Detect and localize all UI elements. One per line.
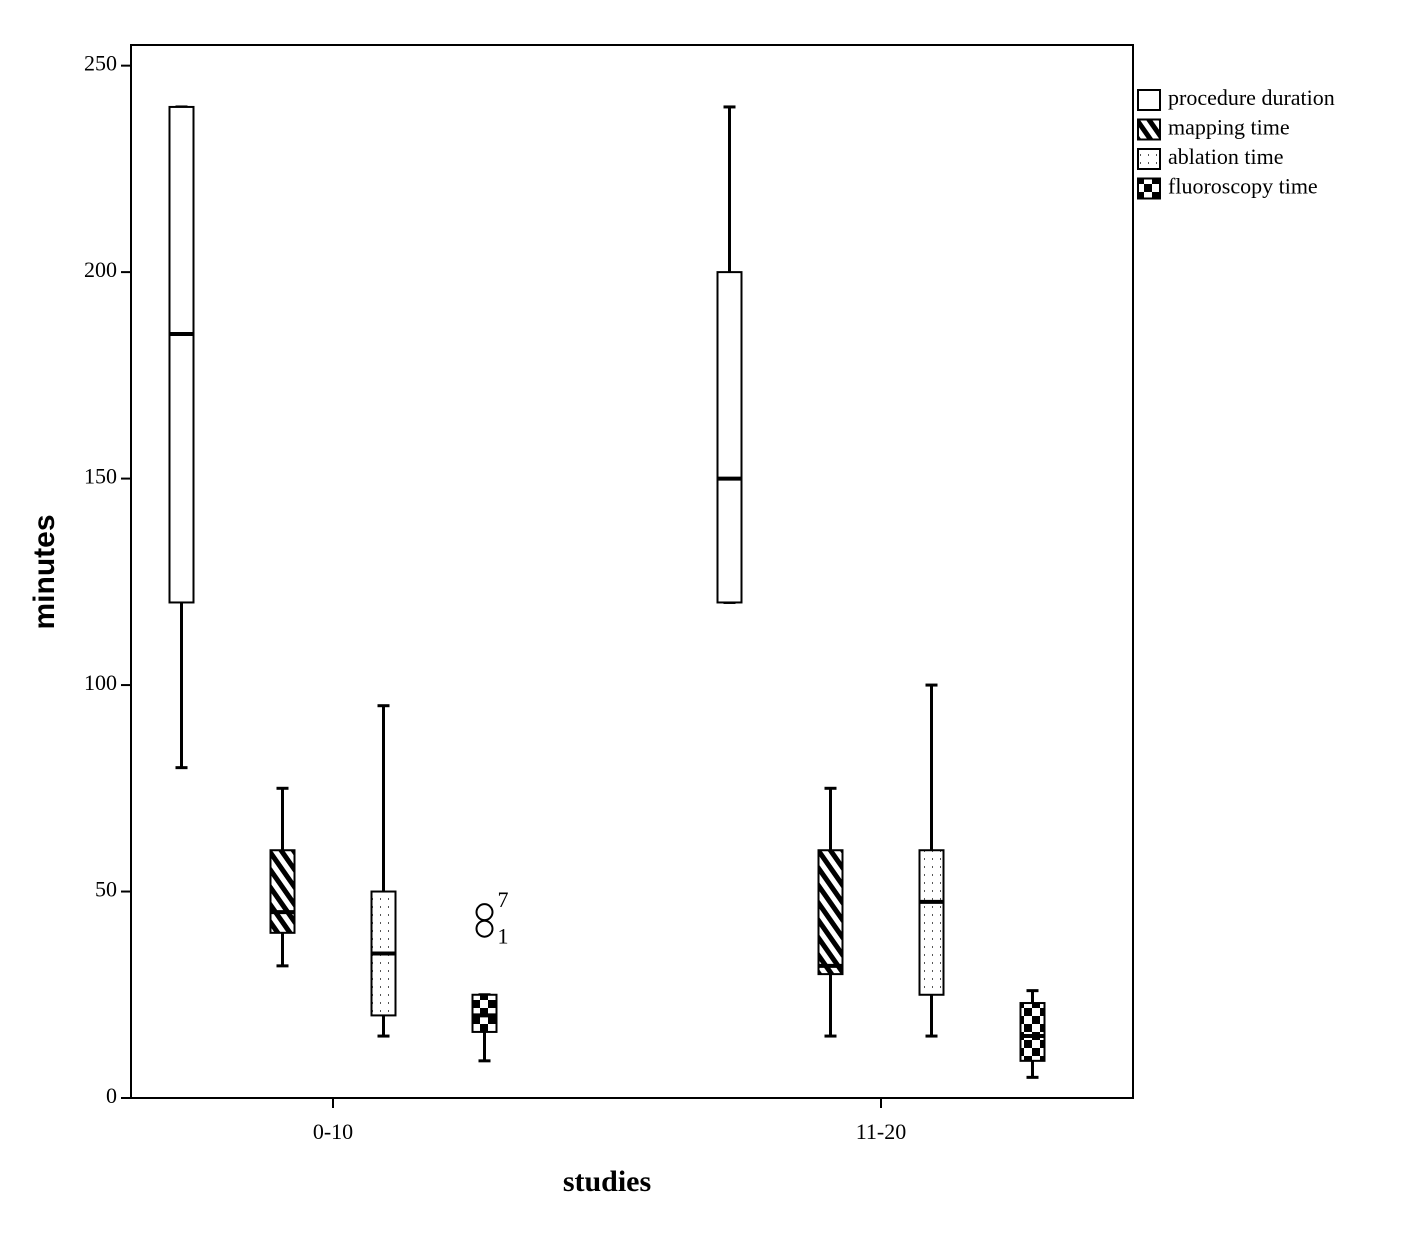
y-tick-label: 200 [84, 257, 117, 282]
plot-frame [130, 44, 1134, 1099]
box [716, 271, 743, 604]
legend-label: procedure duration [1168, 85, 1335, 110]
legend-label: ablation time [1168, 144, 1283, 169]
box [1019, 1002, 1046, 1062]
legend-swatch [1137, 148, 1161, 170]
legend-swatch [1137, 89, 1161, 111]
box [817, 849, 844, 976]
y-axis-title: minutes [28, 514, 61, 629]
box [471, 993, 498, 1033]
legend-swatch [1137, 177, 1161, 200]
box [168, 105, 195, 604]
x-tick-label: 11-20 [856, 1119, 907, 1144]
y-tick-label: 250 [84, 51, 117, 76]
legend-swatch [1137, 118, 1161, 141]
outlier-label: 7 [498, 887, 509, 912]
legend-label: mapping time [1168, 115, 1290, 140]
legend-label: fluoroscopy time [1168, 174, 1318, 199]
y-tick-label: 150 [84, 464, 117, 489]
outlier [475, 919, 494, 938]
box [269, 849, 296, 934]
y-tick-label: 100 [84, 670, 117, 695]
x-tick-label: 0-10 [313, 1119, 353, 1144]
box [918, 849, 945, 996]
outlier-label: 1 [498, 924, 509, 949]
y-tick-label: 0 [106, 1083, 117, 1108]
y-tick-label: 50 [95, 877, 117, 902]
x-axis-title: studies [563, 1165, 651, 1198]
outlier [475, 903, 494, 922]
